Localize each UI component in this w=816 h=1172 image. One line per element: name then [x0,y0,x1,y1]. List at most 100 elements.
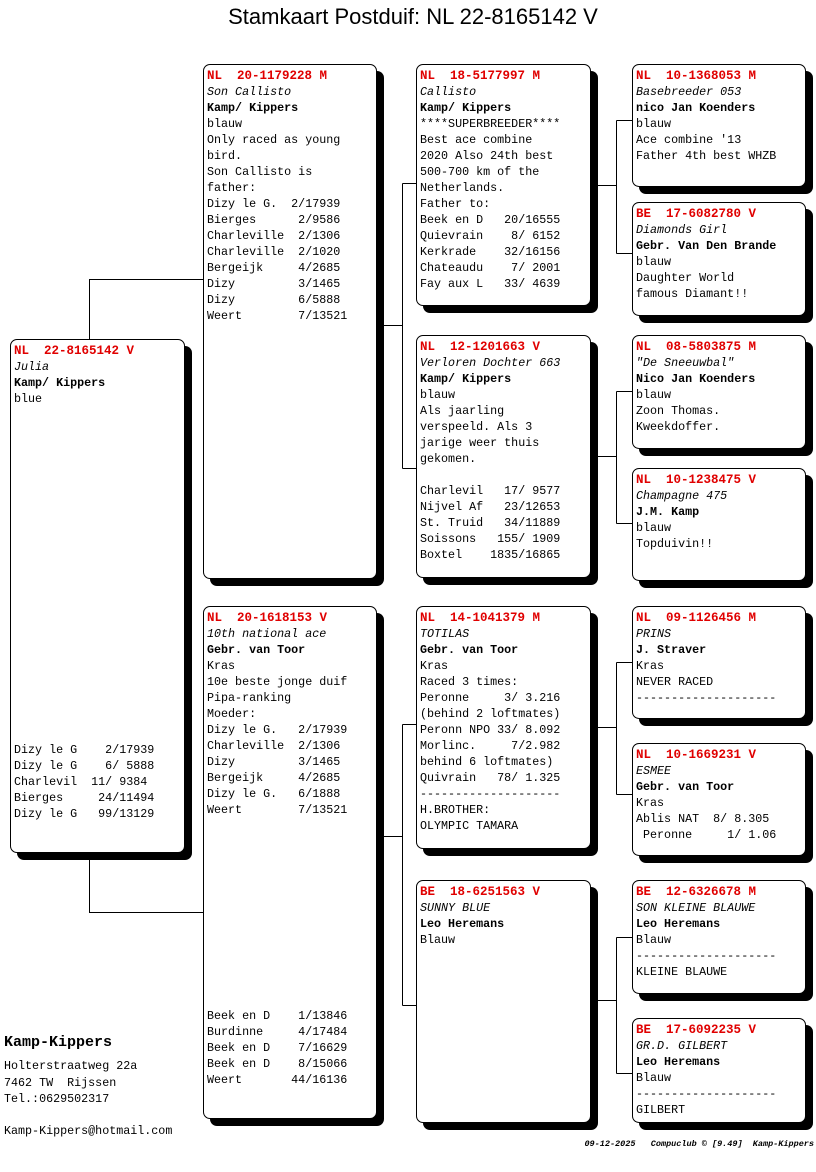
info-line: Nijvel Af 23/12653 [420,500,561,514]
pigeon-name: SUNNY BLUE [420,901,491,915]
owner-name: J. Straver [636,643,707,657]
info-line: Peronn NPO 33/ 8.092 [420,723,561,737]
info-line: Blauw [636,1071,672,1085]
owner-name: Gebr. van Toor [420,643,519,657]
owner-name: Gebr. van Toor [636,780,735,794]
info-line: Topduivin!! [636,537,714,551]
pigeon-name: 10th national ace [207,627,327,641]
ring-number: NL 14-1041379 M [420,611,541,625]
breeder-name: Kamp-Kippers [4,1034,113,1051]
info-line: Soissons 155/ 1909 [420,532,561,546]
info-line: -------------------- [636,1087,777,1101]
pigeon-name: Julia [14,360,50,374]
owner-name: Kamp/ Kippers [14,376,106,390]
info-line: -------------------- [420,787,561,801]
info-line: Weert 7/13521 [207,803,348,817]
info-line: 2020 Also 24th best [420,149,554,163]
info-line: famous Diamant!! [636,287,749,301]
info-line: Moeder: [207,707,257,721]
info-line: Chateaudu 7/ 2001 [420,261,561,275]
info-line: (behind 2 loftmates) [420,707,561,721]
pigeon-card[interactable]: NL 10-1368053 M Basebreeder 053 nico Jan K… [632,64,806,187]
info-line: Peronne 1/ 1.06 [636,828,777,842]
info-line: Ablis NAT 8/ 8.305 [636,812,770,826]
email-link[interactable]: Kamp-Kippers@hotmail.com [4,1124,173,1138]
pigeon-card[interactable]: BE 17-6082780 V Diamonds Girl Gebr. Van De… [632,202,806,316]
ring-number: NL 10-1368053 M [636,69,757,83]
pigeon-name: Champagne 475 [636,489,728,503]
info-line: Kras [420,659,449,673]
info-line: Zoon Thomas. [636,404,721,418]
ring-number: BE 17-6082780 V [636,207,757,221]
pigeon-card[interactable]: NL 09-1126456 M PRINS J. Straver Kras NEVER … [632,606,806,719]
ring-number: NL 08-5803875 M [636,340,757,354]
info-line: Dizy le G. 6/1888 [207,787,341,801]
info-line: Dizy 6/5888 [207,293,341,307]
pigeon-name: PRINS [636,627,672,641]
pigeon-card[interactable]: NL 14-1041379 M TOTILAS Gebr. van Toor Kras… [416,606,591,849]
info-line: Quievrain 8/ 6152 [420,229,561,243]
info-line: Kweekdoffer. [636,420,721,434]
race-result: Burdinne 4/17484 [207,1025,348,1039]
connector-line [89,859,203,913]
race-result: Weert 44/16136 [207,1073,348,1087]
info-line: ****SUPERBREEDER**** [420,117,561,131]
pigeon-card[interactable]: NL 20-1179228 M Son Callisto Kamp/ Kippers… [203,64,377,579]
info-line: verspeeld. Als 3 [420,420,533,434]
pigeon-card[interactable]: NL 18-5177997 M Callisto Kamp/ Kippers ****… [416,64,591,306]
info-line: Blauw [636,933,672,947]
connector-line [383,724,416,1006]
info-line: Father 4th best WHZB [636,149,777,163]
ring-number: NL 20-1179228 M [207,69,328,83]
pigeon-name: SON KLEINE BLAUWE [636,901,756,915]
race-result: Dizy le G 99/13129 [14,807,155,821]
info-line: OLYMPIC TAMARA [420,819,519,833]
ring-number: NL 09-1126456 M [636,611,757,625]
info-line: Dizy le G. 2/17939 [207,723,348,737]
info-line: Weert 7/13521 [207,309,348,323]
race-results: Beek en D 1/13846 Burdinne 4/17484 Beek en… [207,1008,347,1088]
info-line: -------------------- [636,949,777,963]
info-line: blauw [636,521,672,535]
phone: Tel.:0629502317 [4,1092,110,1106]
owner-name: Leo Heremans [420,917,505,931]
owner-name: Gebr. Van Den Brande [636,239,777,253]
info-line: Son Callisto is [207,165,313,179]
info-line: Kras [636,659,665,673]
info-line: Kras [636,796,665,810]
connector-line [89,279,203,339]
info-line: -------------------- [636,691,777,705]
page-title: Stamkaart Postduif: NL 22-8165142 V [228,4,598,29]
info-line: blauw [636,117,672,131]
pigeon-card[interactable]: NL 12-1201663 V Verloren Dochter 663 Kamp/… [416,335,591,578]
info-line: bird. [207,149,243,163]
pigeon-card[interactable]: BE 17-6092235 V GR.D. GILBERT Leo Heremans… [632,1018,806,1123]
pigeon-card[interactable]: BE 12-6326678 M SON KLEINE BLAUWE Leo Here… [632,880,806,994]
owner-name: Gebr. van Toor [207,643,306,657]
address-line: 7462 TW Rijssen [4,1076,117,1090]
info-line: Ace combine '13 [636,133,742,147]
info-line: Quivrain 78/ 1.325 [420,771,561,785]
info-line: Father to: [420,197,491,211]
ring-number: NL 18-5177997 M [420,69,541,83]
ring-number: NL 10-1669231 V [636,748,757,762]
info-line: Dizy 3/1465 [207,277,341,291]
pigeon-card[interactable]: NL 10-1238475 V Champagne 475 J.M. Kamp bla… [632,468,806,581]
info-line: Bergeijk 4/2685 [207,771,341,785]
info-line: blauw [207,117,243,131]
pigeon-card[interactable]: NL 10-1669231 V ESMEE Gebr. van Toor Kras Ab… [632,743,806,856]
race-results: Dizy le G 2/17939 Dizy le G 6/ 5888 Charle… [14,742,154,822]
owner-name: Leo Heremans [636,917,721,931]
address-line: Holterstraatweg 22a [4,1059,138,1073]
info-line: behind 6 loftmates) [420,755,554,769]
info-line: gekomen. [420,452,477,466]
info-line: Bergeijk 4/2685 [207,261,341,275]
pigeon-card[interactable]: BE 18-6251563 V SUNNY BLUE Leo Heremans Bla… [416,880,591,1123]
pigeon-card[interactable]: NL 20-1618153 V 10th national ace Gebr. va… [203,606,377,1119]
pigeon-card[interactable]: NL 08-5803875 M "De Sneeuwbal" Nico Jan Ko… [632,335,806,449]
info-line: Netherlands. [420,181,505,195]
info-line: Pipa-ranking [207,691,292,705]
race-result: Dizy le G 2/17939 [14,743,155,757]
info-line: Morlinc. 7/2.982 [420,739,561,753]
pigeon-card[interactable]: NL 22-8165142 V Julia Kamp/ Kippers blue Diz… [10,339,185,853]
